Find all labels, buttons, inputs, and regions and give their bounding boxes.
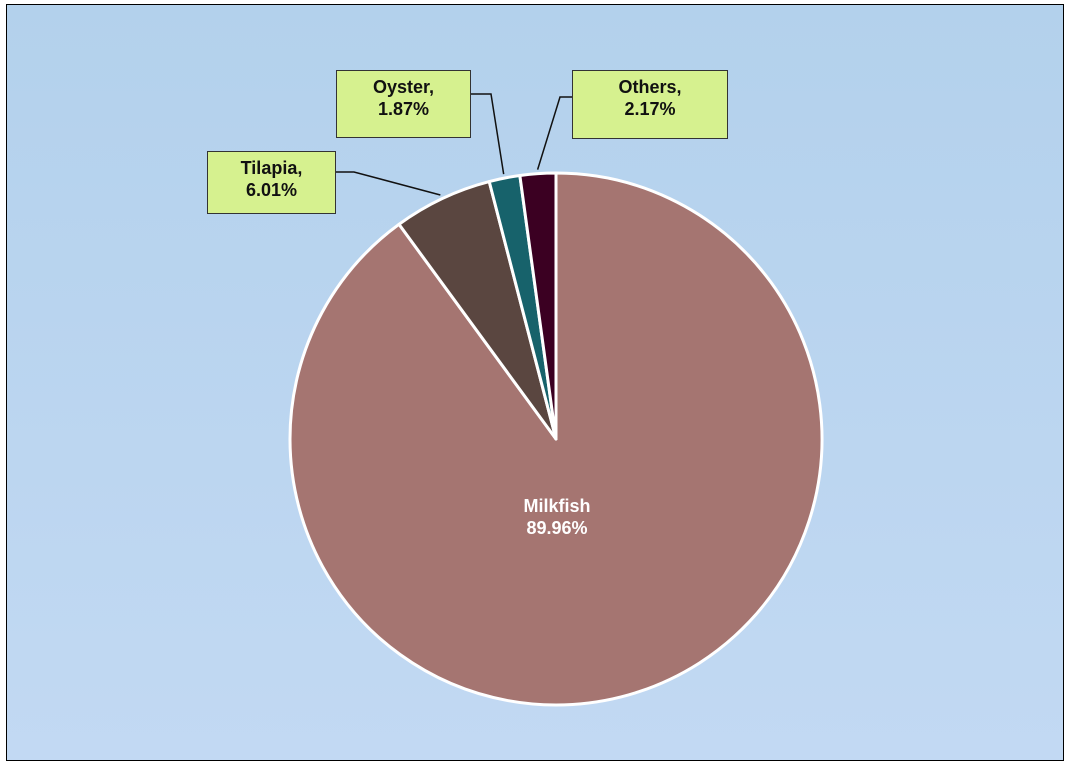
oyster-percent: 1.87% [377,99,430,119]
tilapia-label: Tilapia, [240,158,303,178]
milkfish-label: Milkfish [523,496,591,516]
milkfish-percent: 89.96% [526,518,588,538]
chart-frame: Tilapia, 6.01% Oyster, 1.87% Others, 2.1… [6,4,1064,761]
milkfish-data-label: Milkfish 89.96% [457,495,657,539]
others-percent: 2.17% [624,99,676,119]
tilapia-data-label: Tilapia, 6.01% [207,151,336,214]
oyster-data-label: Oyster, 1.87% [336,70,471,138]
others-leader-line [536,96,572,170]
others-data-label: Others, 2.17% [572,70,728,139]
pie-chart [288,93,824,707]
oyster-leader-line [471,93,505,175]
tilapia-percent: 6.01% [245,180,298,200]
oyster-label: Oyster, [372,77,435,97]
others-slice [518,171,558,441]
others-label: Others, [618,77,682,97]
tilapia-leader-line [336,171,441,196]
